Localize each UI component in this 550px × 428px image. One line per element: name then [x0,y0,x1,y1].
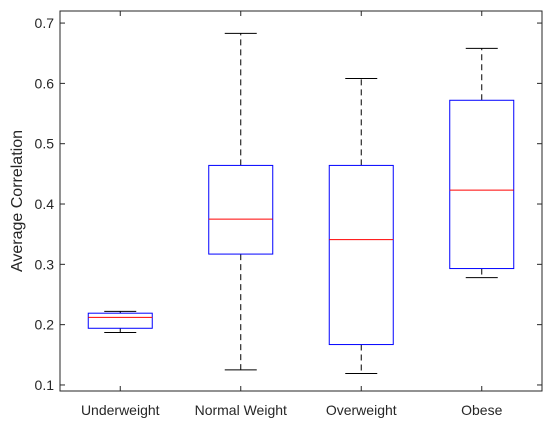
x-tick-label: Overweight [326,402,397,418]
y-axis-label: Average Correlation [9,130,26,272]
y-axis-ticks: 0.1 0.2 0.3 0.4 0.5 0.6 0.7 [35,15,542,393]
iqr-box [328,164,394,346]
y-tick-label: 0.4 [35,196,55,212]
x-axis-ticks: Underweight Normal Weight Overweight Obese [81,11,503,418]
box-group [208,32,274,371]
box-group [87,310,153,333]
box-group [449,47,515,279]
y-tick-label: 0.5 [35,136,55,152]
box-group [328,78,394,375]
iqr-box [449,99,515,270]
iqr-box [208,164,274,255]
iqr-box [87,312,153,329]
x-tick-label: Normal Weight [195,402,287,418]
y-tick-label: 0.7 [35,15,55,31]
plot-area [59,10,543,392]
y-tick-label: 0.6 [35,75,55,91]
y-tick-label: 0.3 [35,256,55,272]
boxplot-series [87,32,515,375]
x-tick-label: Underweight [81,402,160,418]
x-tick-label: Obese [461,402,502,418]
y-tick-label: 0.1 [35,377,55,393]
y-tick-label: 0.2 [35,317,55,333]
